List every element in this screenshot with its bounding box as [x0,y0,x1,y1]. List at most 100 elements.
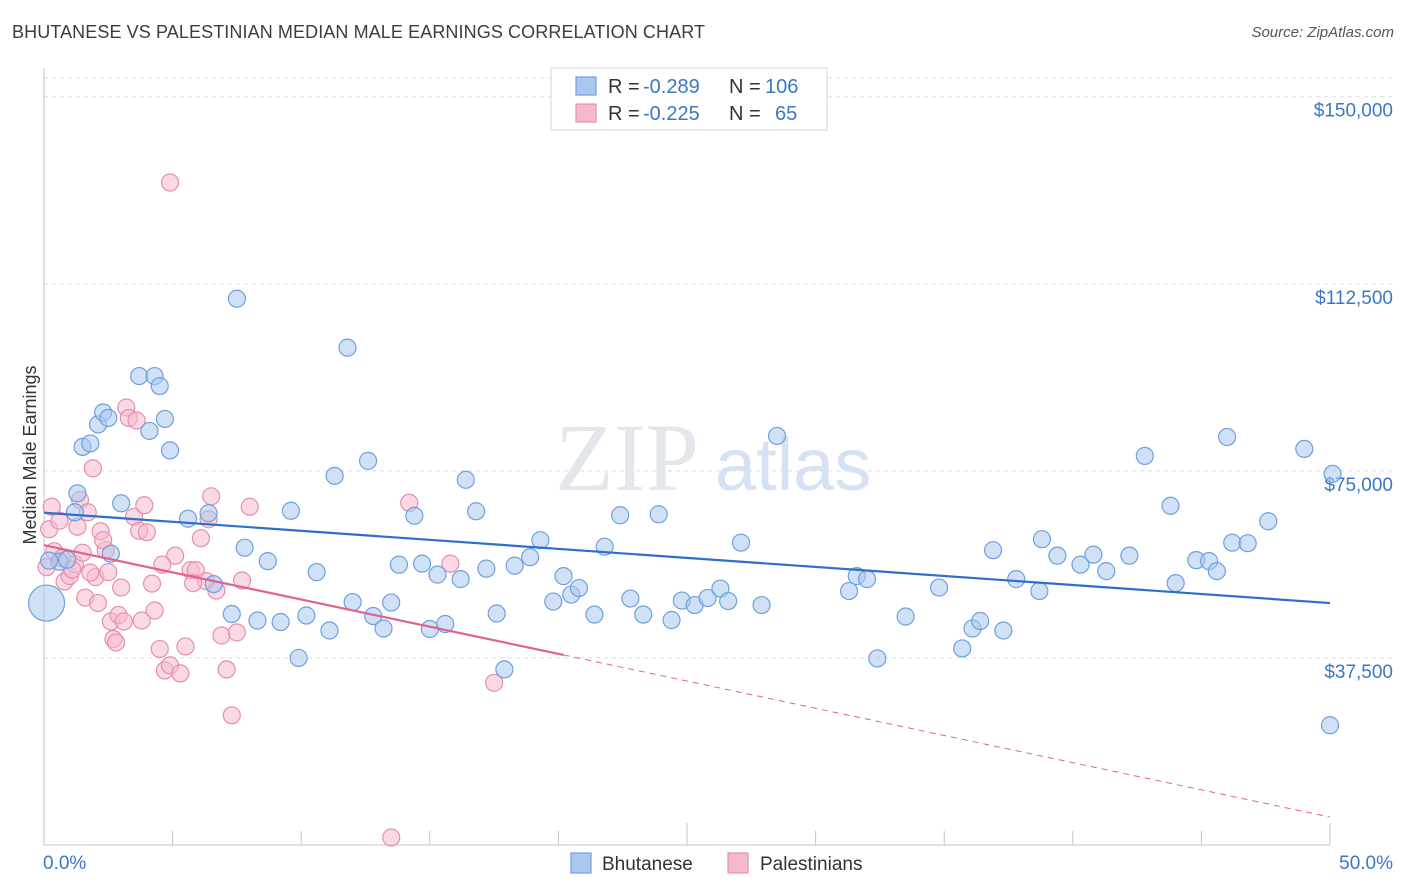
bhutanese-point [68,484,87,503]
watermark: ZIP atlas [555,404,871,511]
bhutanese-point [994,621,1013,640]
bhutanese-point [1166,573,1185,593]
palestinians-point [145,601,164,620]
bhutanese-point [358,451,378,470]
bhutanese-point [81,434,100,453]
palestinians-point [132,611,151,630]
bottom-legend-swatch-bhutanese [570,852,592,874]
bhutanese-point [65,503,84,522]
bhutanese-point [896,607,915,626]
palestinians-point [83,459,102,478]
bottom-legend-label-palestinians: Palestinians [760,854,862,875]
axes: $37,500 $75,000 $112,500 $150,000 0.0% 50.0% [43,68,1393,874]
bhutanese-point [868,649,887,668]
palestinians-point [135,496,154,515]
bhutanese-point [1097,562,1116,581]
bhutanese-point [477,559,496,578]
legend-n-value-palestinians: 65 [775,103,797,125]
palestinians-point [127,411,146,430]
bhutanese-point [325,466,344,485]
bhutanese-point [222,604,241,624]
x-tick-label: 0.0% [43,853,86,874]
palestinians-trend-line [43,544,564,657]
bhutanese-point [1048,546,1067,565]
palestinians-point [137,523,156,542]
bhutanese-point [289,648,308,668]
palestinians-point [441,554,460,573]
legend-r-value-palestinians: -0.225 [643,103,700,125]
bhutanese-point [412,554,432,573]
palestinians-point [191,529,210,548]
bhutanese-point [27,584,66,622]
y-tick-label: $37,500 [1324,662,1393,683]
bhutanese-point [58,550,77,569]
chart-title: BHUTANESE VS PALESTINIAN MEDIAN MALE EAR… [12,22,706,42]
bhutanese-point [487,604,506,623]
bhutanese-point [1259,512,1278,531]
bhutanese-point [495,660,514,679]
palestinians-point [171,664,190,683]
bhutanese-point [971,611,990,631]
bhutanese-point [662,610,681,630]
palestinians-point [88,593,108,613]
legend-swatch-palestinians [575,103,597,123]
palestinians-point [114,612,133,631]
palestinians-point [217,660,236,679]
bhutanese-points [27,289,1342,735]
palestinians-point [81,563,100,582]
legend-swatch-bhutanese [575,76,597,96]
bhutanese-point [839,581,859,601]
bhutanese-point [382,593,401,612]
y-axis-label: Median Male Earnings [20,365,40,544]
bhutanese-point [1007,570,1026,589]
bhutanese-point [554,567,573,586]
bhutanese-point [297,606,316,625]
bottom-legend-swatch-palestinians [727,852,749,874]
bhutanese-point [1295,439,1314,459]
bhutanese-point [199,504,218,523]
bhutanese-point [1207,562,1226,581]
bhutanese-point [112,494,131,513]
correlation-legend: R = -0.289 N = 106 R = -0.225 N = 65 [550,67,828,131]
bhutanese-point [983,541,1003,560]
palestinians-point [50,511,69,530]
bhutanese-point [1218,427,1237,447]
bhutanese-point [227,289,246,308]
palestinians-point [485,673,504,692]
bhutanese-point [1032,530,1052,549]
bhutanese-point [160,441,180,460]
bhutanese-point [1238,534,1257,553]
palestinians-point [42,497,61,516]
bhutanese-point [1084,545,1103,564]
bhutanese-point [40,551,59,570]
bhutanese-point [1161,496,1180,515]
bhutanese-point [569,578,589,598]
bhutanese-point [1323,464,1342,483]
bhutanese-point [544,592,563,611]
palestinians-trend-extension [563,654,1331,818]
bhutanese-trend-line [43,511,1331,605]
bhutanese-point [505,556,524,575]
bhutanese-point [281,501,301,520]
bhutanese-point [929,578,949,597]
y-tick-label: $150,000 [1314,101,1393,122]
gridlines [44,77,1393,659]
bhutanese-point [634,605,653,624]
bhutanese-point [953,639,972,658]
bhutanese-point [271,612,290,632]
bhutanese-point [140,421,159,441]
legend-n-label-bhutanese: N = [729,76,761,98]
watermark-atlas: atlas [715,423,871,506]
bhutanese-point [258,552,277,571]
bhutanese-point [456,470,475,489]
palestinians-point [160,173,180,192]
palestinians-point [142,574,162,593]
palestinians-point [212,626,231,645]
legend-n-value-bhutanese: 106 [765,76,798,98]
bhutanese-point [320,621,339,640]
bhutanese-point [338,338,357,357]
bhutanese-point [698,588,717,608]
palestinians-point [176,637,195,656]
bhutanese-point [178,509,198,528]
